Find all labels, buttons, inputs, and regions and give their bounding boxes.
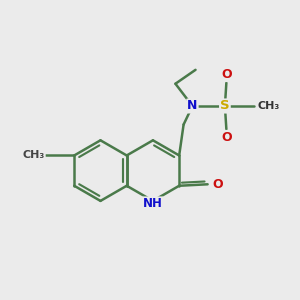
Text: O: O <box>212 178 223 191</box>
Text: S: S <box>220 100 230 112</box>
Text: O: O <box>221 68 232 81</box>
Text: O: O <box>221 131 232 144</box>
Text: CH₃: CH₃ <box>257 101 280 111</box>
Text: NH: NH <box>143 197 163 210</box>
Text: CH₃: CH₃ <box>22 151 45 160</box>
Text: N: N <box>187 100 198 112</box>
